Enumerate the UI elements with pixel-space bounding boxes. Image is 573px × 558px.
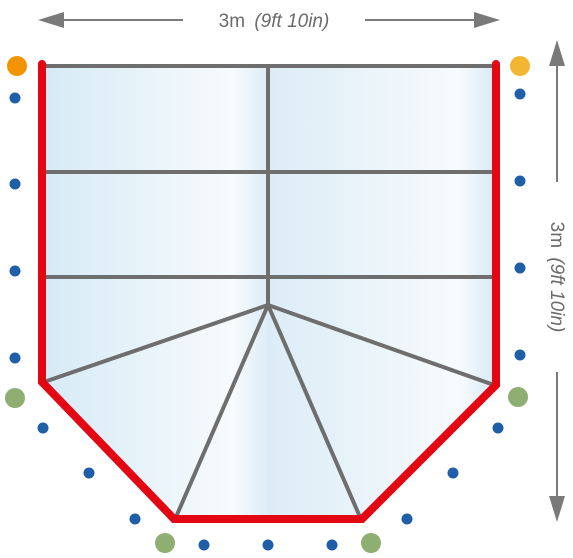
width-arrow-head-left: [38, 12, 64, 28]
corner-marker-mid-right: [508, 387, 528, 407]
corner-marker-mid-left: [5, 388, 25, 408]
depth-label: 3m (9ft 10in): [546, 222, 567, 333]
spacing-dot: [514, 262, 526, 274]
hip-bar-front-right: [266, 303, 362, 519]
frame-outline: [38, 60, 500, 523]
width-dimension: 3m (9ft 10in): [38, 11, 500, 32]
spacing-dot: [9, 178, 21, 190]
spacing-dot: [9, 92, 21, 104]
depth-dimension: 3m (9ft 10in): [546, 40, 567, 522]
spacing-dot: [514, 349, 526, 361]
depth-arrow-head-top: [549, 40, 565, 66]
corner-marker-bottom-right: [361, 533, 381, 553]
spacing-dot: [37, 422, 49, 434]
hip-bar-right: [266, 303, 496, 387]
spacing-dot: [83, 467, 95, 479]
hip-bar-front-left: [174, 303, 270, 519]
spacing-dot: [9, 352, 21, 364]
spacing-dot: [447, 467, 459, 479]
spacing-dot: [129, 513, 141, 525]
width-arrow-head-right: [474, 12, 500, 28]
spacing-dot: [262, 539, 274, 551]
spacing-dots: [9, 88, 526, 551]
glazing-bars: [42, 64, 496, 519]
spacing-dot: [198, 539, 210, 551]
spacing-dot: [401, 513, 413, 525]
hip-bar-left: [42, 303, 270, 384]
corner-marker-top-left: [7, 56, 27, 76]
spacing-dot: [492, 422, 504, 434]
spacing-dot: [514, 175, 526, 187]
corner-marker-top-right: [510, 56, 530, 76]
corner-marker-bottom-left: [155, 533, 175, 553]
depth-arrow-head-bottom: [549, 496, 565, 522]
spacing-dot: [514, 88, 526, 100]
spacing-dot: [326, 539, 338, 551]
spacing-dot: [9, 265, 21, 277]
width-label: 3m (9ft 10in): [219, 11, 330, 32]
